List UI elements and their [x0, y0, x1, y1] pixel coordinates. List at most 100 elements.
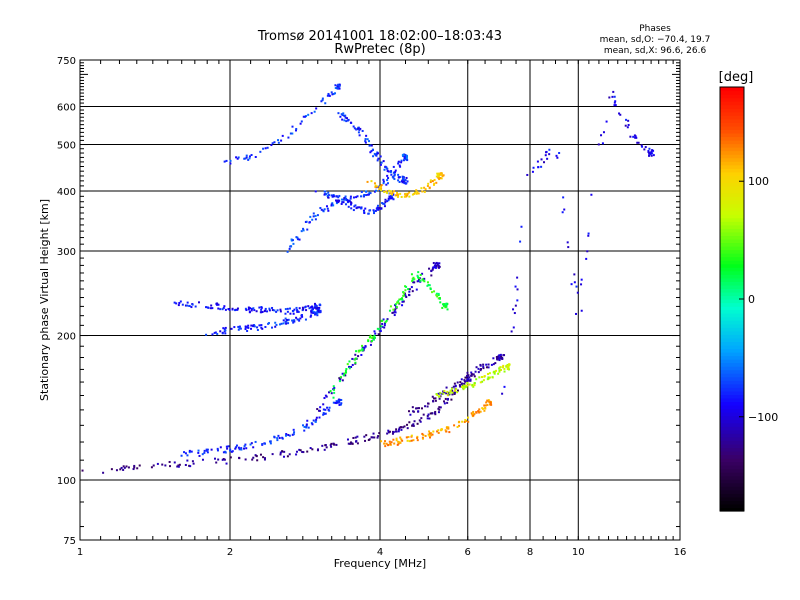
colorbar-segment — [720, 503, 744, 509]
data-point — [271, 326, 274, 329]
data-point — [375, 154, 378, 157]
data-point — [360, 195, 363, 198]
colorbar-segment — [720, 479, 744, 484]
data-point — [423, 190, 426, 193]
data-point — [399, 436, 402, 439]
data-point — [408, 440, 411, 443]
data-point — [440, 172, 443, 175]
data-point — [344, 114, 347, 117]
data-point — [444, 303, 447, 306]
data-point — [391, 432, 394, 435]
data-point — [580, 278, 583, 281]
data-point — [404, 154, 407, 157]
data-point — [344, 369, 347, 372]
data-point — [462, 384, 465, 387]
data-point — [261, 327, 264, 330]
data-point — [433, 264, 436, 267]
data-point — [197, 301, 200, 304]
data-point — [386, 170, 389, 173]
data-point — [234, 308, 237, 311]
colorbar-segment — [720, 309, 744, 314]
data-point — [403, 425, 406, 428]
data-point — [454, 389, 457, 392]
data-point — [363, 193, 366, 196]
data-point — [364, 439, 367, 442]
data-point — [453, 424, 456, 427]
data-point — [404, 285, 407, 288]
data-point — [398, 426, 401, 429]
data-point — [437, 392, 440, 395]
colorbar-segment — [720, 468, 744, 473]
data-point — [388, 309, 391, 312]
data-point — [268, 307, 271, 310]
data-point — [351, 442, 354, 445]
data-point — [391, 175, 394, 178]
trace-scattered-far-points — [501, 90, 655, 395]
colorbar-segment — [720, 369, 744, 374]
data-point — [601, 142, 604, 145]
data-point — [310, 112, 313, 115]
data-point — [298, 448, 301, 451]
data-point — [397, 302, 400, 305]
data-point — [327, 196, 330, 199]
data-point — [310, 314, 313, 317]
data-point — [312, 215, 315, 218]
data-point — [435, 294, 438, 297]
data-point — [325, 193, 328, 196]
data-point — [216, 447, 219, 450]
data-point — [127, 466, 130, 469]
colorbar-segment — [720, 224, 744, 229]
data-point — [250, 327, 253, 330]
data-point — [411, 406, 414, 409]
data-point — [337, 196, 340, 199]
colorbar-segment — [720, 302, 744, 307]
colorbar-segment — [720, 200, 744, 205]
data-point — [197, 449, 200, 452]
data-point — [503, 385, 506, 388]
data-point — [373, 330, 376, 333]
data-point — [497, 372, 500, 375]
data-point — [447, 426, 450, 429]
data-point — [102, 471, 105, 474]
data-point — [402, 294, 405, 297]
data-point — [352, 196, 355, 199]
data-point — [289, 312, 292, 315]
data-point — [649, 153, 652, 156]
data-point — [503, 370, 506, 373]
data-point — [386, 174, 389, 177]
data-point — [378, 189, 381, 192]
data-point — [191, 460, 194, 463]
data-point — [340, 198, 343, 201]
data-point — [444, 304, 447, 307]
data-point — [366, 180, 369, 183]
data-point — [433, 266, 436, 269]
data-point — [632, 135, 635, 138]
data-point — [244, 157, 247, 160]
colorbar-segment — [720, 154, 744, 159]
data-point — [310, 422, 313, 425]
data-point — [435, 265, 438, 268]
data-point — [178, 302, 181, 305]
data-point — [205, 333, 208, 336]
data-point — [405, 195, 408, 198]
data-point — [472, 373, 475, 376]
data-point — [417, 277, 420, 280]
data-point — [237, 328, 240, 331]
data-point — [374, 332, 377, 335]
colorbar-segment — [720, 355, 744, 360]
data-point — [319, 206, 322, 209]
data-point — [466, 384, 469, 387]
data-point — [429, 436, 432, 439]
data-point — [397, 430, 400, 433]
data-point — [337, 399, 340, 402]
data-point — [302, 424, 305, 427]
data-point — [284, 312, 287, 315]
data-point — [302, 308, 305, 311]
data-point — [250, 442, 253, 445]
data-point — [280, 139, 283, 142]
data-point — [260, 324, 263, 327]
data-point — [440, 177, 443, 180]
data-point — [247, 326, 250, 329]
data-point — [478, 408, 481, 411]
data-point — [416, 191, 419, 194]
